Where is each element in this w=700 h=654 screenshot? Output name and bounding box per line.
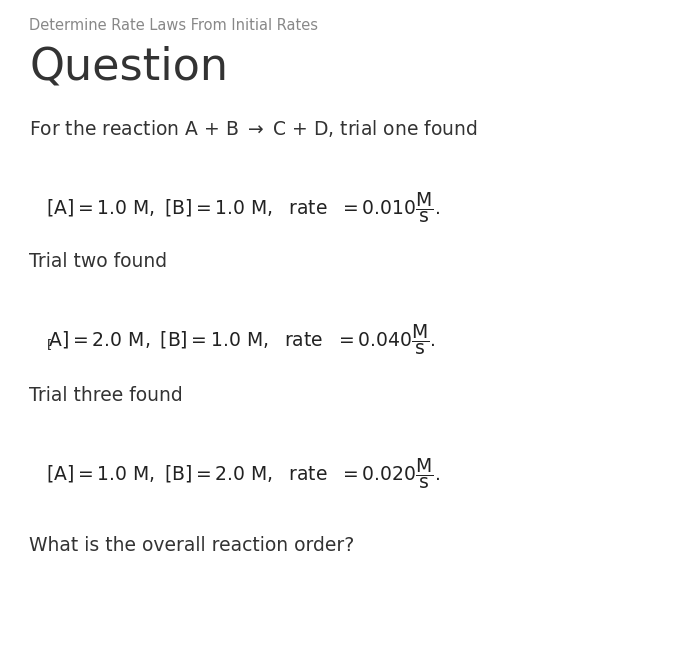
Text: What is the overall reaction order?: What is the overall reaction order? <box>29 536 355 555</box>
Text: Trial two found: Trial two found <box>29 252 167 271</box>
Text: $[\mathrm{A}] = 1.0\ \mathrm{M},\ [\mathrm{B}] = 2.0\ \mathrm{M},\ \ \mathrm{rat: $[\mathrm{A}] = 1.0\ \mathrm{M},\ [\math… <box>46 456 440 491</box>
Text: Trial three found: Trial three found <box>29 386 183 405</box>
Text: For the reaction A + B $\rightarrow$ C + D, trial one found: For the reaction A + B $\rightarrow$ C +… <box>29 118 478 139</box>
Text: $[\mathrm{A}] = 1.0\ \mathrm{M},\ [\mathrm{B}] = 1.0\ \mathrm{M},\ \ \mathrm{rat: $[\mathrm{A}] = 1.0\ \mathrm{M},\ [\math… <box>46 190 440 224</box>
Text: Question: Question <box>29 46 228 89</box>
Text: Determine Rate Laws From Initial Rates: Determine Rate Laws From Initial Rates <box>29 18 318 33</box>
Text: ${}_{[}\!\mathrm{A}] = 2.0\ \mathrm{M},\ [\mathrm{B}] = 1.0\ \mathrm{M},\ \ \mat: ${}_{[}\!\mathrm{A}] = 2.0\ \mathrm{M},\… <box>46 322 435 356</box>
